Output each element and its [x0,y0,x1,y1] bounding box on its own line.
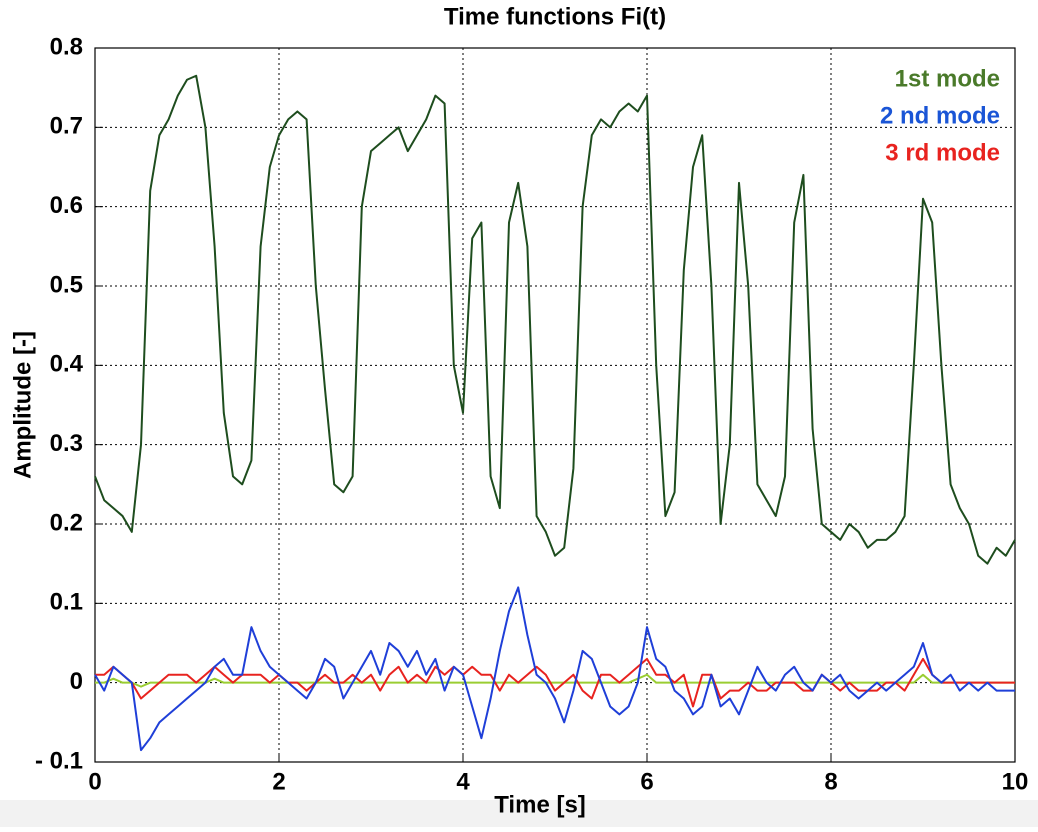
y-tick-label: 0.1 [50,589,83,616]
y-tick-label: 0.3 [50,430,83,457]
y-tick-label: 0.2 [50,509,83,536]
y-tick-label: 0.8 [50,33,83,60]
series-line [94,74,1016,565]
y-tick-label: 0.4 [50,351,84,378]
y-tick-label: 0.5 [50,271,83,298]
y-tick-label: 0 [70,668,83,695]
footer-band [0,800,1038,827]
x-tick-label: 6 [640,768,653,795]
series-line [94,586,1015,752]
y-tick-label: - 0.1 [35,747,83,774]
x-tick-label: 10 [1002,768,1029,795]
legend-label: 2 nd mode [880,102,1000,129]
x-tick-label: 2 [272,768,285,795]
x-axis-label: Time [s] [494,791,586,818]
y-tick-label: 0.7 [50,113,83,140]
x-tick-label: 0 [88,768,101,795]
legend-label: 1st mode [895,65,1000,92]
chart-title: Time functions Fi(t) [444,3,666,30]
legend-label: 3 rd mode [885,139,1000,166]
plot-frame [94,47,1016,763]
x-tick-label: 8 [824,768,837,795]
y-axis-label: Amplitude [-] [9,331,36,479]
series-line [95,673,1015,688]
x-tick-label: 4 [456,768,470,795]
y-tick-label: 0.6 [50,192,83,219]
series-line [95,657,1015,708]
